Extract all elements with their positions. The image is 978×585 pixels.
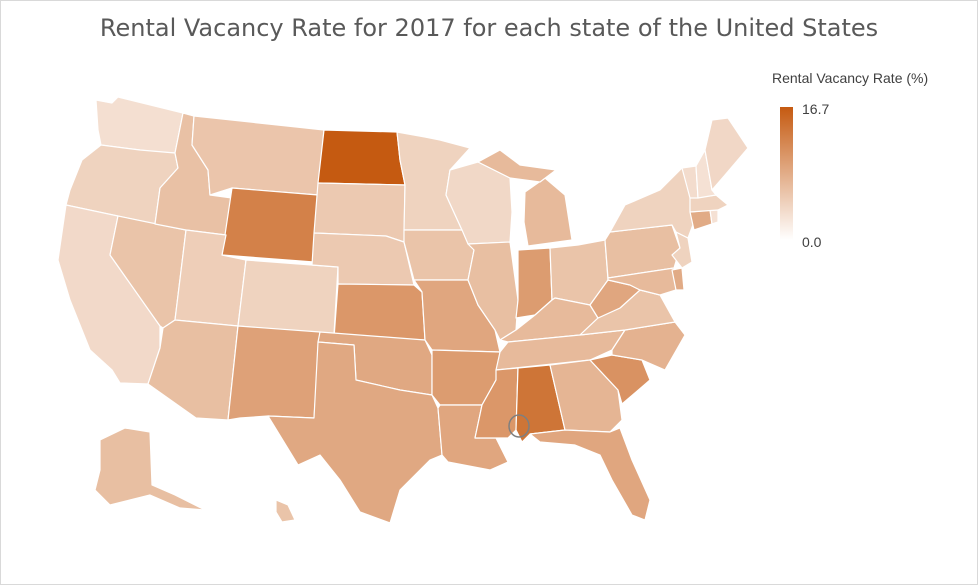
legend-title: Rental Vacancy Rate (%) <box>772 70 929 86</box>
state-alaska[interactable] <box>94 427 206 511</box>
state-wyoming[interactable] <box>221 187 319 263</box>
state-florida[interactable] <box>529 427 651 521</box>
state-kansas[interactable] <box>333 283 426 341</box>
state-texas[interactable] <box>267 341 443 524</box>
legend-color-scale <box>780 107 793 240</box>
state-arizona[interactable] <box>147 319 239 421</box>
state-new-york[interactable] <box>609 167 695 239</box>
state-delaware[interactable] <box>671 267 685 291</box>
state-michigan-upper[interactable] <box>477 149 557 183</box>
state-new-mexico[interactable] <box>227 325 321 421</box>
state-montana[interactable] <box>191 115 325 196</box>
legend-max-label: 16.7 <box>802 101 830 117</box>
chart-title: Rental Vacancy Rate for 2017 for each st… <box>99 14 879 42</box>
highlight-circle <box>508 414 530 438</box>
state-maine[interactable] <box>704 117 749 191</box>
state-hawaii[interactable] <box>275 499 296 523</box>
state-rhode-island[interactable] <box>709 209 719 225</box>
state-washington[interactable] <box>95 96 184 154</box>
state-michigan[interactable] <box>523 177 573 247</box>
state-colorado[interactable] <box>237 259 339 335</box>
state-iowa[interactable] <box>403 229 475 281</box>
state-connecticut[interactable] <box>689 209 713 231</box>
state-illinois[interactable] <box>467 241 519 341</box>
legend-min-label: 0.0 <box>802 234 822 250</box>
state-north-dakota[interactable] <box>317 129 406 186</box>
